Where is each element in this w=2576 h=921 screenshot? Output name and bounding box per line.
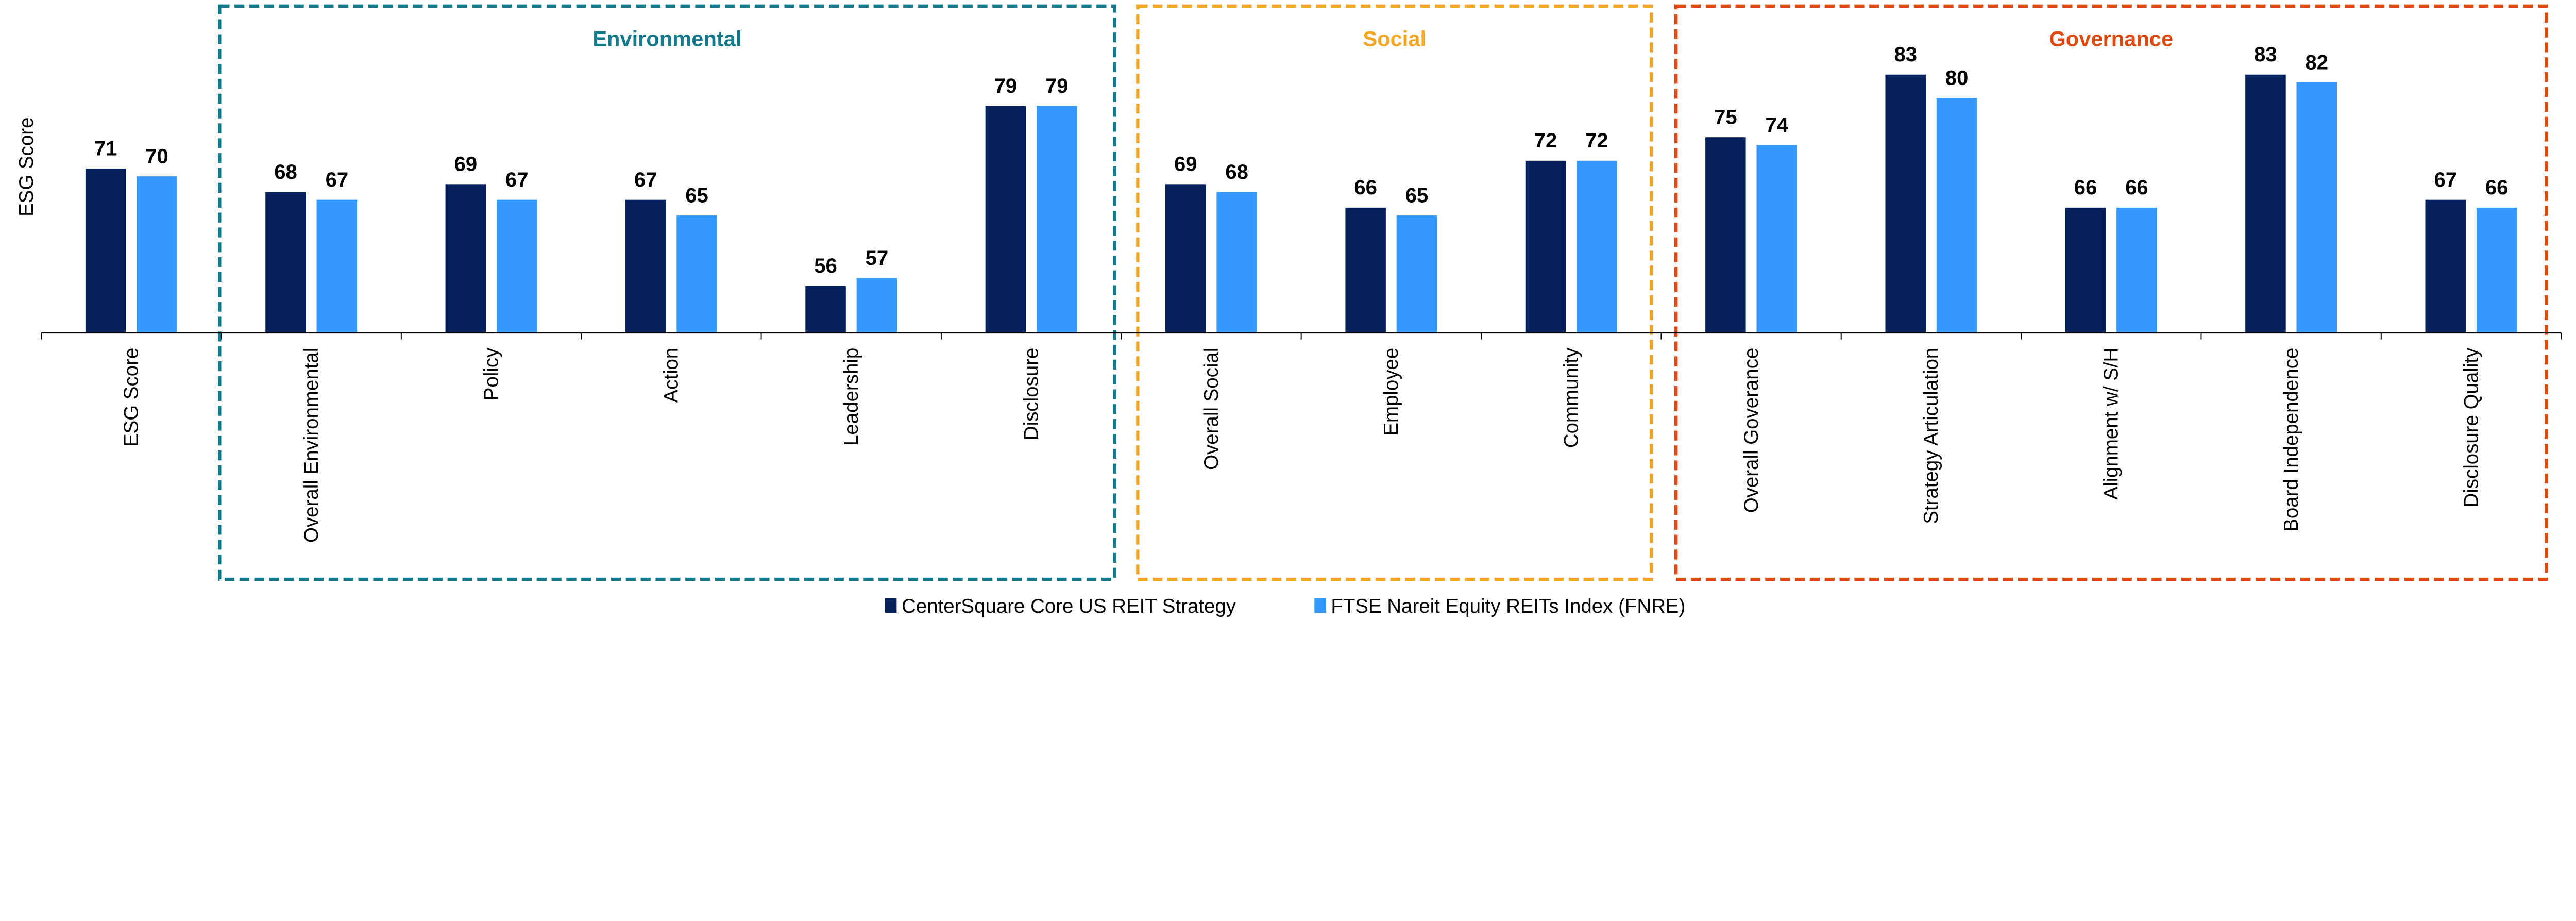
bar [85,168,126,333]
data-label: 67 [634,169,657,191]
x-tick-label: Overall Social [1200,348,1223,470]
data-label: 72 [1534,129,1557,152]
bar [137,176,177,333]
data-label: 80 [1945,67,1969,90]
bar [2116,207,2157,333]
x-tick-label: Action [660,348,683,403]
data-label: 66 [1354,176,1377,199]
bar [1936,98,1977,333]
bar [1705,137,1746,333]
bar [1037,106,1077,333]
x-tick-label: Employee [1380,348,1402,436]
data-label: 65 [685,184,708,207]
group-box-social [1136,4,1653,581]
legend-swatch [1314,598,1326,613]
group-boxes: Environmental Social Governance [218,4,2548,581]
data-label: 79 [994,75,1018,97]
legend-swatch [885,598,897,613]
y-axis-label: ESG Score [15,118,38,216]
data-label: 68 [1225,161,1248,183]
data-label: 66 [2074,176,2097,199]
group-title: Governance [2049,27,2173,51]
bar [676,215,717,333]
bar [1216,192,1257,333]
bar [805,286,846,333]
x-tick-label: Community [1561,347,1583,448]
data-label: 74 [1765,114,1788,137]
x-tick-label: Overall Environmental [300,348,323,543]
data-label: 66 [2485,176,2509,199]
data-label: 65 [1405,184,1429,207]
data-label: 66 [2125,176,2148,199]
x-tick-label: Leadership [840,348,862,446]
x-axis: ESG Score Overall Environmental Policy Acti… [41,332,2562,543]
data-label: 72 [1585,129,1608,152]
bar [265,192,306,333]
legend-label: FTSE Nareit Equity REITs Index (FNRE) [1331,595,1685,617]
x-tick-label: Overall Goverance [1740,348,1762,513]
bar [445,184,486,333]
esg-bar-chart: ESG Score Environmental Social Governance … [15,4,2562,617]
group-box-governance [1674,4,2548,581]
data-label: 67 [2434,169,2458,191]
x-tick-label: Disclosure Quality [2460,347,2482,508]
bar [1345,207,1386,333]
group-title: Environmental [592,27,741,51]
x-tick-label: Alignment w/ S/H [2100,348,2123,500]
bar [856,278,897,333]
data-label: 83 [1894,43,1917,66]
bar [625,199,666,333]
bar [2296,82,2337,333]
bar [1396,215,1437,333]
x-tick-label: Board Independence [2280,348,2302,532]
data-label: 75 [1714,106,1737,129]
group-title: Social [1363,27,1426,51]
x-tick-label: ESG Score [121,348,143,447]
data-label: 67 [326,169,349,191]
bar [316,199,358,333]
data-label: 57 [866,247,889,270]
bar [1165,184,1206,333]
bar [2065,207,2106,333]
bar [2425,199,2466,333]
data-label: 68 [274,161,297,183]
bar [1756,145,1797,333]
legend-label: CenterSquare Core US REIT Strategy [902,595,1236,617]
bar [1525,160,1566,333]
data-label: 56 [814,255,837,277]
x-tick-label: Policy [480,347,502,400]
data-label: 71 [94,137,117,160]
data-label: 82 [2306,51,2329,74]
bar [2476,207,2517,333]
bars: 71 70 68 67 69 67 67 65 56 57 79 79 69 68 66 65 72 72 75 74… [85,43,2517,333]
data-label: 69 [454,153,478,176]
data-label: 67 [505,169,529,191]
group-box-environmental [218,4,1116,581]
data-label: 69 [1174,153,1197,176]
x-tick-label: Disclosure [1020,348,1042,441]
bar [985,106,1026,333]
data-label: 70 [145,145,168,168]
data-label: 79 [1045,75,1069,97]
bar [496,199,537,333]
x-tick-label: Strategy Articulation [1920,348,1942,524]
legend: CenterSquare Core US REIT Strategy FTSE N… [885,595,1685,617]
bar [2245,74,2286,333]
bar [1577,160,1617,333]
data-label: 83 [2254,43,2277,66]
bar [1885,74,1926,333]
